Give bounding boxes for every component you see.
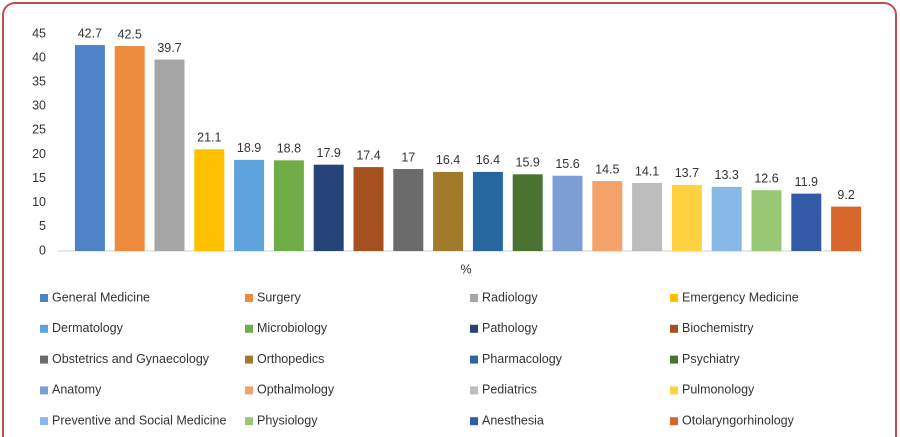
y-tick-label: 15 xyxy=(32,171,46,185)
legend-swatch xyxy=(40,386,48,395)
legend-swatch xyxy=(245,294,253,302)
legend-label: Pathology xyxy=(482,321,538,335)
legend-swatch xyxy=(40,417,48,426)
legend-label: Anesthesia xyxy=(482,413,544,427)
data-label: 21.1 xyxy=(197,131,221,145)
data-label: 15.9 xyxy=(516,156,540,170)
y-tick-label: 10 xyxy=(32,195,46,209)
data-label: 18.9 xyxy=(237,141,261,155)
x-axis-label: % xyxy=(460,262,471,276)
legend-swatch xyxy=(245,355,253,364)
legend-label: Physiology xyxy=(257,413,318,427)
bar xyxy=(154,59,185,252)
bar xyxy=(114,46,145,251)
bar xyxy=(472,171,503,251)
y-tick-label: 5 xyxy=(39,219,46,233)
y-tick-label: 35 xyxy=(32,75,46,89)
legend-swatch xyxy=(40,294,48,302)
data-label: 13.3 xyxy=(715,168,739,182)
data-label: 16.4 xyxy=(436,153,460,167)
bar xyxy=(313,164,344,251)
bar xyxy=(273,160,304,251)
legend-swatch xyxy=(670,417,678,426)
data-label: 17 xyxy=(401,150,415,164)
legend-swatch xyxy=(670,355,678,364)
bar xyxy=(632,183,663,251)
legend-label: Pediatrics xyxy=(482,383,537,397)
legend-label: Orthopedics xyxy=(257,352,324,366)
legend-swatch xyxy=(245,324,253,333)
data-label: 15.6 xyxy=(555,157,579,171)
legend-swatch xyxy=(470,355,478,364)
legend-label: Dermatology xyxy=(52,321,124,335)
legend-swatch xyxy=(470,294,478,302)
legend-label: Preventive and Social Medicine xyxy=(52,413,226,427)
bar xyxy=(353,167,384,251)
data-label: 14.1 xyxy=(635,164,659,178)
y-tick-label: 25 xyxy=(32,123,46,137)
legend-swatch xyxy=(670,294,678,302)
legend-swatch xyxy=(670,324,678,333)
data-label: 14.5 xyxy=(595,162,619,176)
legend-swatch xyxy=(470,386,478,395)
data-label: 18.8 xyxy=(277,142,301,156)
legend-swatch xyxy=(470,417,478,426)
bar xyxy=(194,149,225,251)
legend-label: Obstetrics and Gynaecology xyxy=(52,352,210,366)
data-label: 11.9 xyxy=(795,175,818,189)
legend-label: Surgery xyxy=(257,290,302,304)
y-tick-label: 0 xyxy=(39,243,46,257)
legend-label: Pulmonology xyxy=(682,383,755,397)
bar xyxy=(592,181,623,251)
data-label: 42.5 xyxy=(118,27,142,41)
legend-label: Anatomy xyxy=(52,383,102,397)
legend-swatch xyxy=(40,324,48,333)
bar xyxy=(552,175,583,251)
y-tick-label: 30 xyxy=(32,99,46,113)
bar xyxy=(671,184,702,251)
legend-swatch xyxy=(40,355,48,364)
bar xyxy=(751,190,782,251)
data-label: 42.7 xyxy=(78,26,102,40)
data-label: 16.4 xyxy=(476,153,500,167)
data-label: 39.7 xyxy=(157,41,181,55)
bar xyxy=(234,159,265,251)
bar xyxy=(512,174,543,251)
data-label: 12.6 xyxy=(754,172,778,186)
legend-label: Pharmacology xyxy=(482,352,563,366)
data-label: 13.7 xyxy=(675,166,699,180)
data-label: 17.4 xyxy=(356,148,380,162)
y-tick-label: 45 xyxy=(32,26,46,40)
bar xyxy=(74,45,105,251)
data-label: 17.9 xyxy=(317,146,341,160)
legend-label: Emergency Medicine xyxy=(682,290,799,304)
legend-swatch xyxy=(470,324,478,333)
legend-label: Otolaryngorhinology xyxy=(682,413,795,427)
y-tick-label: 40 xyxy=(32,50,46,64)
legend-label: Biochemistry xyxy=(682,321,754,335)
legend-label: Microbiology xyxy=(257,321,328,335)
legend-label: Psychiatry xyxy=(682,352,740,366)
legend-swatch xyxy=(670,386,678,395)
y-tick-label: 20 xyxy=(32,147,46,161)
legend-swatch xyxy=(245,417,253,426)
legend-label: Opthalmology xyxy=(257,383,335,397)
bar xyxy=(393,169,424,251)
legend-label: General Medicine xyxy=(52,290,150,304)
bar xyxy=(831,206,862,251)
bar xyxy=(433,171,464,251)
bar xyxy=(711,186,742,251)
data-label: 9.2 xyxy=(837,188,854,202)
bar xyxy=(791,193,822,251)
legend-label: Radiology xyxy=(482,290,538,304)
legend-swatch xyxy=(245,386,253,395)
